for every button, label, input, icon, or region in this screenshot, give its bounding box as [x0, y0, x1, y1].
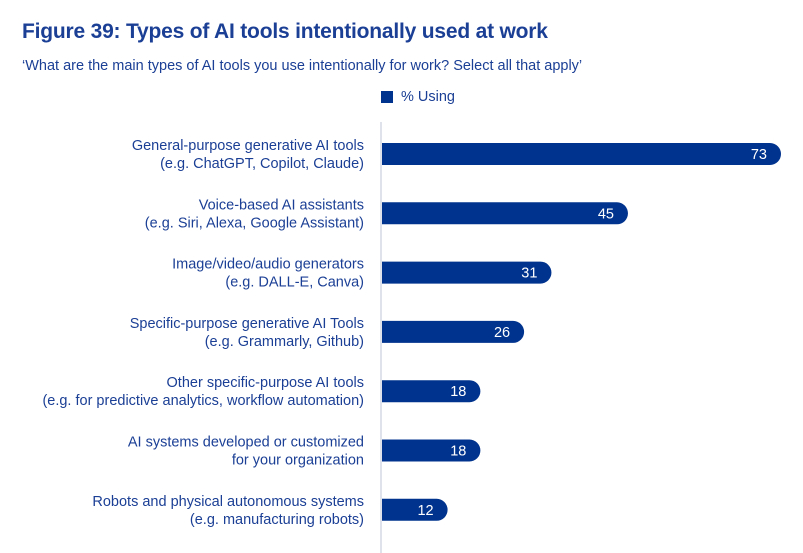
- category-label: Robots and physical autonomous systems (e…: [92, 494, 364, 528]
- category-label: Other specific-purpose AI tools (e.g. for…: [42, 375, 364, 409]
- category-label: Image/video/audio generators (e.g. DALL-E…: [172, 257, 364, 291]
- bar-value-label: 18: [450, 384, 466, 400]
- legend-swatch: [381, 91, 393, 103]
- bar: [382, 439, 481, 462]
- chart-subtitle: ‘What are the main types of AI tools you…: [22, 58, 583, 74]
- bar: [382, 380, 481, 403]
- bar-value-label: 73: [751, 147, 767, 163]
- bar: [382, 320, 525, 343]
- bar-value-label: 45: [598, 206, 614, 222]
- category-label: General-purpose generative AI tools (e.g.…: [132, 138, 364, 172]
- legend: % Using: [381, 89, 455, 105]
- category-label: AI systems developed or customized for yo…: [128, 435, 364, 469]
- bar: [382, 261, 552, 284]
- bar: [382, 202, 628, 225]
- bar: [382, 498, 448, 521]
- chart-title: Figure 39: Types of AI tools intentional…: [22, 20, 548, 43]
- bar-value-label: 31: [521, 266, 537, 282]
- bar: [382, 143, 781, 165]
- category-label: Voice-based AI assistants (e.g. Siri, Ale…: [145, 197, 364, 231]
- bar-value-label: 26: [494, 325, 510, 341]
- bar-value-label: 12: [417, 503, 433, 519]
- bar-value-label: 18: [450, 444, 466, 460]
- legend-label: % Using: [401, 89, 455, 105]
- category-label: Specific-purpose generative AI Tools (e.g…: [130, 316, 364, 350]
